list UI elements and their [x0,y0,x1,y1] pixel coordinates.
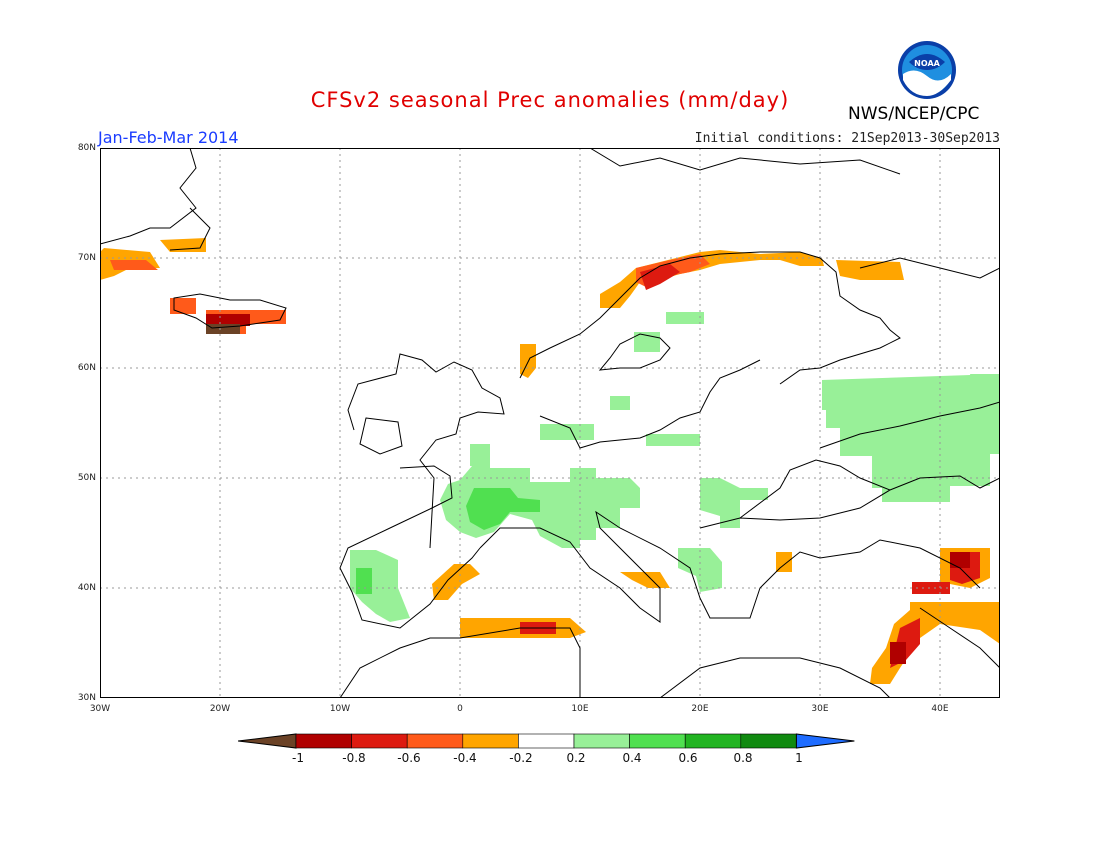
negative-anomaly-cells [100,238,1000,684]
lon-label: 30E [811,704,829,714]
lat-label: 50N [77,473,96,483]
legend-color-high-triangle [795,733,855,749]
legend-color-low-triangle [238,733,297,749]
legend-color-box [351,733,408,749]
legend-color-box [295,733,352,749]
legend-tick-label: -0.4 [453,751,477,765]
logo-text: NOAA [914,59,940,68]
legend-tick-label: 0.8 [733,751,753,765]
legend-tick-label: -1 [292,751,304,765]
agency-label: NWS/NCEP/CPC [848,104,980,124]
legend-tick-label: 0.4 [622,751,642,765]
legend-color-box [629,733,686,749]
lat-label: 30N [77,693,96,703]
legend-tick-label: 0.2 [566,751,586,765]
legend-color-box [462,733,519,749]
legend-color-box [740,733,797,749]
anomaly-map [100,148,1000,698]
initial-conditions-label: Initial conditions: 21Sep2013-30Sep2013 [694,131,1000,146]
lon-label: 30W [89,704,111,714]
legend-tick-label: -0.6 [397,751,421,765]
lon-label: 40E [931,704,949,714]
legend-tick-label: -0.2 [509,751,533,765]
legend-tick-label: -0.8 [342,751,366,765]
lon-label: 0 [457,704,463,714]
lat-label: 40N [77,583,96,593]
lon-label: 10W [329,704,351,714]
lat-label: 60N [77,363,96,373]
coastlines [100,148,1000,698]
season-label: Jan-Feb-Mar 2014 [98,128,239,147]
legend-color-box [406,733,464,749]
lon-label: 20E [691,704,709,714]
lon-label: 20W [209,704,231,714]
legend-color-box [684,733,742,749]
lat-label: 70N [77,253,96,263]
lon-label: 10E [571,704,589,714]
alps-positive-core [466,488,540,530]
legend-color-box [518,733,575,749]
color-legend-bar [238,733,855,749]
legend-tick-label: 0.6 [678,751,698,765]
map-title: CFSv2 seasonal Prec anomalies (mm/day) [310,88,790,112]
noaa-logo: NOAA [898,41,956,99]
legend-color-box [573,733,630,749]
lat-label: 80N [77,143,96,153]
russia-positive-region [822,374,1000,502]
map-gridlines [100,148,1000,698]
legend-tick-label: 1 [795,751,803,765]
